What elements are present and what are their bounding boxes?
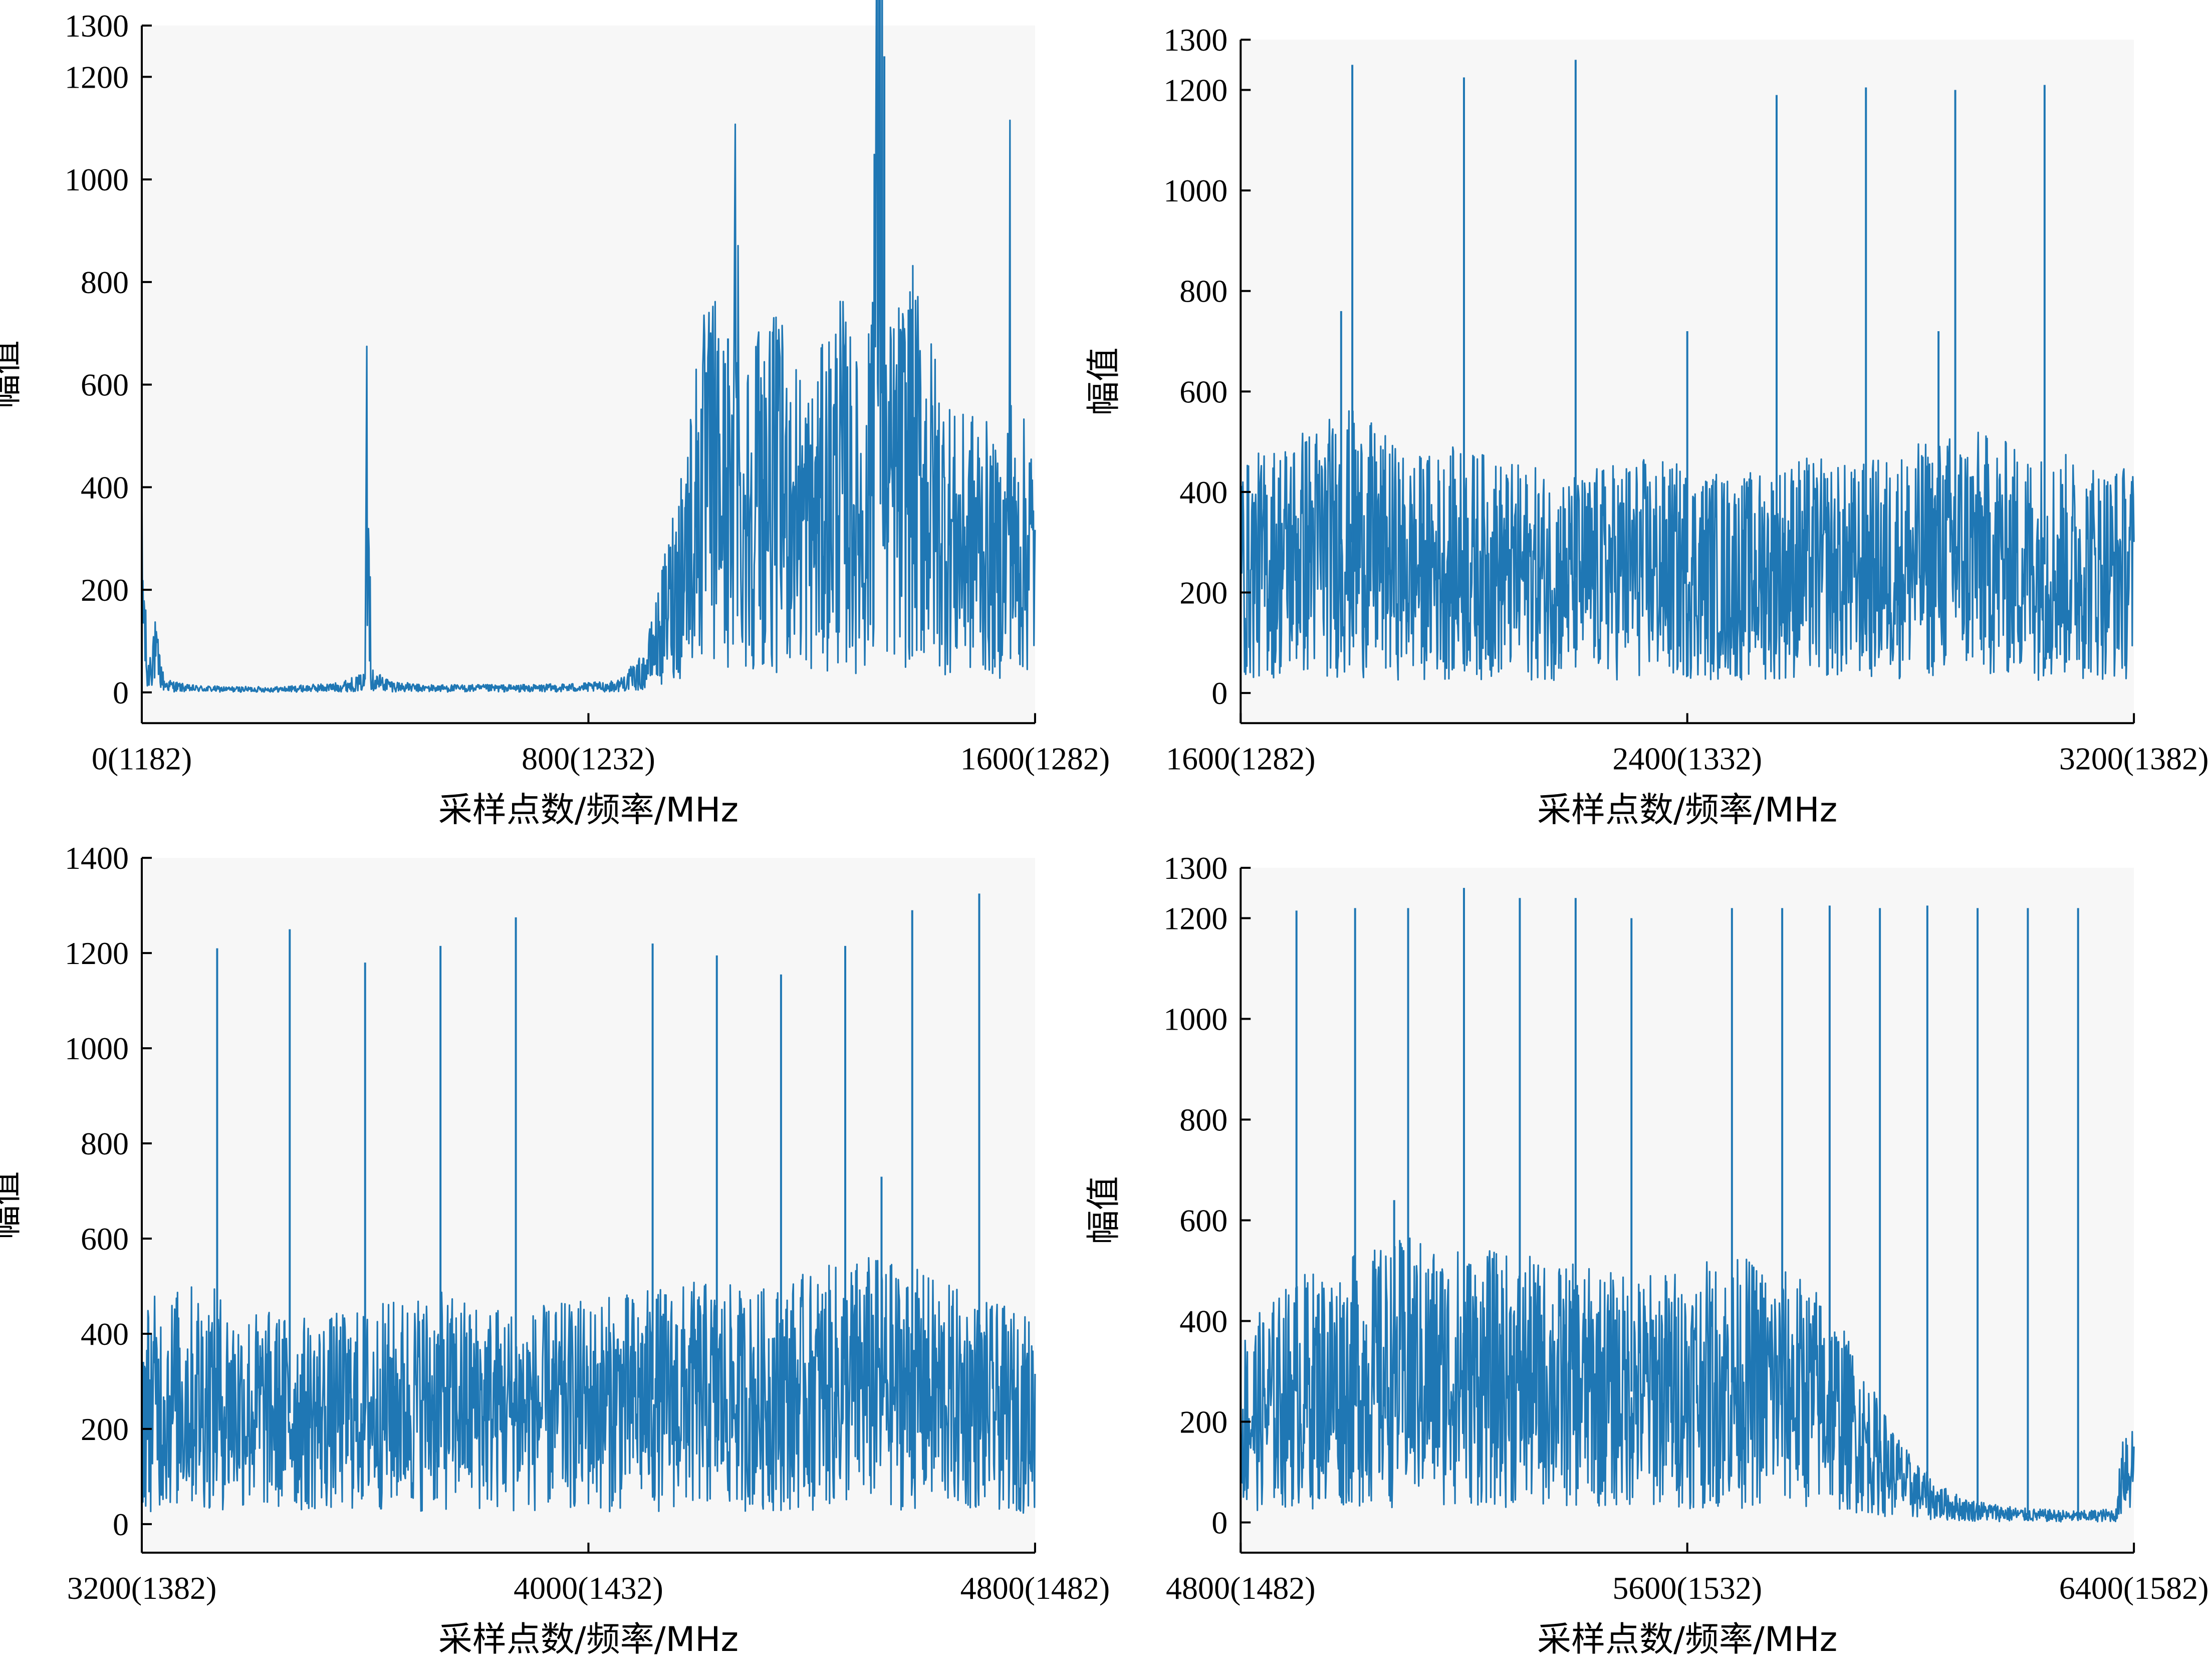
y-tick-label: 400 <box>1179 474 1227 510</box>
x-axis-label: 采样点数/频率/MHz <box>438 790 739 830</box>
y-tick-label: 0 <box>113 675 129 710</box>
y-tick-label: 600 <box>1179 1203 1227 1239</box>
y-tick-label: 200 <box>1179 575 1227 611</box>
y-tick-label: 0 <box>113 1507 129 1542</box>
y-tick-label: 800 <box>1179 274 1227 309</box>
y-tick-label: 0 <box>1211 1505 1227 1541</box>
y-axis-label: 幅值 <box>1084 1176 1124 1244</box>
y-axis-label: 幅值 <box>0 1171 25 1239</box>
x-tick-label: 1600(1282) <box>960 741 1110 776</box>
chart-panel-3: 0 200 400 600 800 1000 1200 1400 3200(1382) 4000(… <box>0 840 1110 1659</box>
x-tick-label: 5600(1532) <box>1612 1570 1762 1606</box>
y-tick-label: 1200 <box>65 935 129 971</box>
y-tick-label: 1000 <box>65 162 129 197</box>
y-tick-label: 1000 <box>1163 1001 1227 1037</box>
y-tick-label: 400 <box>81 1316 129 1352</box>
y-tick-label: 1000 <box>65 1031 129 1066</box>
x-tick-label: 0(1182) <box>92 741 192 776</box>
y-tick-label: 1000 <box>1163 173 1227 208</box>
x-tick-label: 2400(1332) <box>1612 741 1762 776</box>
x-tick-label: 3200(1382) <box>67 1570 217 1606</box>
y-tick-label: 1200 <box>65 59 129 95</box>
x-tick-label: 1600(1282) <box>1166 741 1316 776</box>
y-tick-label: 800 <box>81 1126 129 1161</box>
y-tick-label: 1400 <box>65 840 129 876</box>
y-tick-label: 600 <box>1179 374 1227 409</box>
y-tick-label: 1200 <box>1163 900 1227 936</box>
y-tick-label: 400 <box>1179 1304 1227 1339</box>
y-tick-label: 200 <box>81 572 129 608</box>
x-tick-label: 3200(1382) <box>2059 741 2209 776</box>
y-tick-label: 400 <box>81 469 129 505</box>
y-axis-label: 幅值 <box>0 340 25 408</box>
x-axis-label: 采样点数/频率/MHz <box>1537 790 1837 830</box>
y-tick-label: 1300 <box>1163 850 1227 886</box>
y-tick-label: 0 <box>1211 675 1227 711</box>
chart-panel-1: 0 200 400 600 800 1000 1200 1300 0(1182) 800(1232… <box>0 0 1110 830</box>
y-tick-label: 600 <box>81 367 129 403</box>
x-tick-label: 4800(1482) <box>960 1570 1110 1606</box>
chart-panel-4: 0 200 400 600 800 1000 1200 1300 4800(1482) 5600(… <box>1084 850 2208 1659</box>
x-tick-label: 4000(1432) <box>514 1570 663 1606</box>
series-line <box>141 1257 1036 1514</box>
x-tick-label: 6400(1582) <box>2059 1570 2209 1606</box>
y-tick-label: 800 <box>1179 1102 1227 1137</box>
y-tick-label: 1300 <box>65 8 129 44</box>
series-line <box>1240 1237 2135 1523</box>
x-tick-label: 4800(1482) <box>1166 1570 1316 1606</box>
y-tick-label: 800 <box>81 265 129 300</box>
y-tick-label: 1300 <box>1163 22 1227 58</box>
y-tick-label: 200 <box>1179 1404 1227 1440</box>
series-line <box>141 0 1036 693</box>
x-axis-label: 采样点数/频率/MHz <box>1537 1620 1837 1659</box>
y-tick-label: 1200 <box>1163 73 1227 108</box>
chart-panel-2: 0 200 400 600 800 1000 1200 1300 1600(1282) 2400(… <box>1084 22 2208 830</box>
series-line <box>1240 410 2135 681</box>
x-tick-label: 800(1232) <box>522 741 655 776</box>
y-tick-label: 200 <box>81 1411 129 1447</box>
x-axis-label: 采样点数/频率/MHz <box>438 1620 739 1659</box>
y-tick-label: 600 <box>81 1221 129 1257</box>
y-axis-label: 幅值 <box>1084 347 1124 415</box>
